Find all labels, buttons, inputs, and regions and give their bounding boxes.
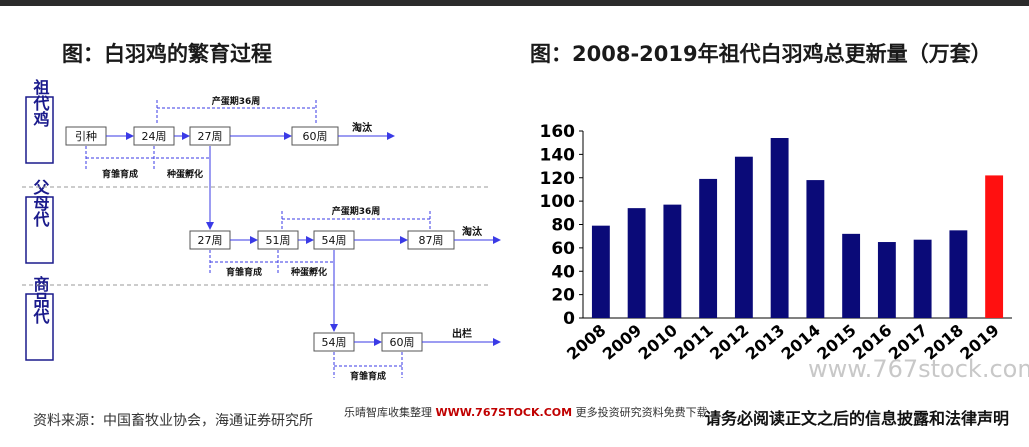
bar-2012 <box>734 156 753 318</box>
gp-rearing-label: 育雏育成 <box>102 168 138 180</box>
gp-laying-label: 产蛋期36周 <box>212 95 261 107</box>
x-tick-label: 2009 <box>599 321 645 364</box>
y-tick-label: 100 <box>540 192 576 212</box>
svg-text:51周: 51周 <box>266 234 291 247</box>
bar-2017 <box>913 239 932 318</box>
generation-grandparent-label: 祖代鸡 <box>31 78 51 128</box>
x-tick-label: 2011 <box>670 321 716 364</box>
top-bar <box>0 0 1029 6</box>
cm-row: 54周 60周 出栏 育雏育成 <box>313 327 501 382</box>
ps-end-label: 淘汰 <box>462 225 483 238</box>
svg-text:54周: 54周 <box>322 336 347 349</box>
chart-title: 图：2008-2019年祖代白羽鸡总更新量（万套） <box>530 42 992 66</box>
svg-text:60周: 60周 <box>303 130 328 143</box>
svg-text:54周: 54周 <box>322 234 347 247</box>
y-tick-label: 120 <box>540 169 576 189</box>
svg-text:87周: 87周 <box>419 234 444 247</box>
x-tick-label: 2012 <box>706 321 752 364</box>
cm-rearing-label: 育雏育成 <box>350 370 386 382</box>
promo-link[interactable]: WWW.767STOCK.COM <box>435 406 573 419</box>
svg-text:引种: 引种 <box>75 129 97 143</box>
watermark: www.767stock.com <box>808 355 1029 383</box>
ps-hatch-label: 种蛋孵化 <box>290 266 327 278</box>
bar-2018 <box>949 230 968 318</box>
bar-2011 <box>699 178 718 318</box>
svg-text:24周: 24周 <box>142 130 167 143</box>
bar-2008 <box>591 225 610 318</box>
y-tick-label: 40 <box>551 262 575 282</box>
gp-row: 引种 24周 27周 60周 淘汰 产蛋期36周 育雏育成 种蛋孵化 <box>65 95 395 230</box>
gp-end-label: 淘汰 <box>352 121 373 134</box>
bar-chart: 0204060801001201401602008200920102011201… <box>540 122 1012 364</box>
svg-text:27周: 27周 <box>198 130 223 143</box>
bar-2009 <box>627 208 646 318</box>
y-tick-label: 160 <box>540 122 576 142</box>
y-tick-label: 0 <box>563 309 575 329</box>
bar-2010 <box>663 204 682 318</box>
ps-rearing-label: 育雏育成 <box>226 266 262 278</box>
promo-banner: 乐晴智库收集整理 WWW.767STOCK.COM 更多投资研究资料免费下载 <box>344 404 708 420</box>
generation-parent-label: 父母代 <box>31 179 51 228</box>
x-tick-label: 2013 <box>742 321 788 364</box>
generation-parent: 父母代 <box>25 179 54 264</box>
generation-commercial-label: 商品代 <box>31 275 51 325</box>
cm-end-label: 出栏 <box>452 327 472 340</box>
disclaimer: 请务必阅读正文之后的信息披露和法律声明 <box>705 409 1010 428</box>
gp-hatch-label: 种蛋孵化 <box>166 168 203 180</box>
ps-laying-label: 产蛋期36周 <box>332 205 381 217</box>
x-tick-label: 2010 <box>635 321 681 364</box>
promo-text: 乐晴智库收集整理 <box>344 406 432 419</box>
y-tick-label: 80 <box>551 216 575 236</box>
promo-tail: 更多投资研究资料免费下载 <box>575 406 708 419</box>
ps-row: 27周 51周 54周 87周 淘汰 产蛋期36周 育雏育成 种蛋孵化 <box>189 205 501 332</box>
y-tick-label: 140 <box>540 145 576 165</box>
bar-2015 <box>842 233 861 318</box>
generation-commercial: 商品代 <box>25 275 54 361</box>
y-tick-label: 20 <box>551 286 575 306</box>
diagram-title: 图：白羽鸡的繁育过程 <box>62 42 272 66</box>
generation-grandparent: 祖代鸡 <box>25 78 54 164</box>
bar-2019 <box>985 175 1004 318</box>
svg-text:60周: 60周 <box>390 336 415 349</box>
y-tick-label: 60 <box>551 239 575 259</box>
bar-2013 <box>770 138 789 318</box>
svg-text:27周: 27周 <box>198 234 223 247</box>
source-note: 资料来源：中国畜牧业协会，海通证券研究所 <box>33 413 313 429</box>
breeding-diagram: 祖代鸡 父母代 商品代 引种 24周 27周 60周 淘汰 <box>22 78 501 382</box>
bar-2016 <box>877 242 896 318</box>
bar-2014 <box>806 180 825 318</box>
